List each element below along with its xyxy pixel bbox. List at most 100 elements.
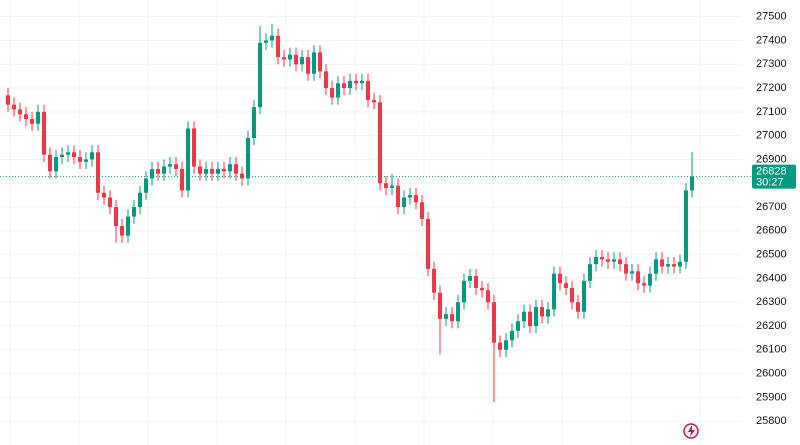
candle-body (666, 264, 670, 267)
candle-body (474, 276, 478, 288)
candle-body (546, 309, 550, 317)
candle-body (240, 173, 244, 179)
candle-body (234, 164, 238, 174)
candle-body (624, 264, 628, 274)
price-axis: 25800 25900 26000 26100 26200 26300 26400 26500… (752, 11, 796, 427)
last-price-label: 26828 (756, 165, 787, 177)
candle-body (336, 83, 340, 98)
y-tick-label: 25800 (756, 415, 787, 427)
candle-body (672, 264, 676, 267)
candle-body (480, 287, 484, 291)
candle-body (570, 287, 574, 303)
y-tick-label: 27400 (756, 34, 787, 46)
candle-body (606, 259, 610, 262)
candle-body (618, 259, 622, 265)
candle-body (384, 183, 388, 188)
candle-body (144, 178, 148, 193)
y-tick-label: 26500 (756, 249, 787, 261)
candle-body (30, 118, 34, 124)
candle-body (48, 154, 52, 172)
candle-body (510, 330, 514, 341)
candle-body (342, 83, 346, 89)
candle-body (432, 268, 436, 293)
candle-body (540, 306, 544, 317)
candle-body (576, 302, 580, 312)
candle-body (414, 195, 418, 203)
candle-body (264, 40, 268, 43)
candle-body (444, 314, 448, 319)
candle-body (306, 57, 310, 74)
candle-body (594, 257, 598, 265)
candle-body (228, 164, 232, 172)
candle-body (324, 71, 328, 89)
candle-body (504, 340, 508, 350)
candle-body (138, 192, 142, 208)
candle-body (588, 264, 592, 281)
y-tick-label: 26600 (756, 225, 787, 237)
candle-body (192, 128, 196, 167)
candle-body (60, 154, 64, 158)
y-tick-label: 27100 (756, 106, 787, 118)
candle-body (642, 283, 646, 286)
candle-body (636, 271, 640, 284)
candle-body (330, 88, 334, 98)
candle-body (522, 311, 526, 322)
y-tick-label: 27500 (756, 11, 787, 23)
logo-icon[interactable] (683, 423, 699, 439)
candle-body (366, 80, 370, 100)
candle-body (630, 271, 634, 274)
candle-body (378, 102, 382, 184)
candle-body (558, 273, 562, 284)
candle-body (486, 290, 490, 303)
candle-body (162, 166, 166, 174)
y-tick-label: 25900 (756, 391, 787, 403)
candle-body (654, 259, 658, 274)
candle-body (402, 197, 406, 208)
candle-body (96, 152, 100, 193)
candle-body (90, 152, 94, 160)
candle-body (390, 185, 394, 188)
candle-body (126, 216, 130, 236)
candle-body (18, 109, 22, 115)
candle-body (204, 168, 208, 174)
candle-body (132, 207, 136, 217)
candle-body (78, 157, 82, 162)
candle-body (420, 202, 424, 219)
candle-body (84, 159, 88, 162)
candle-body (6, 95, 10, 105)
candle-body (564, 283, 568, 288)
candle-body (690, 176, 694, 191)
candle-body (276, 35, 280, 58)
y-tick-label: 26900 (756, 153, 787, 165)
candle-body (36, 111, 40, 124)
candle-body (258, 42, 262, 108)
candle-body (408, 195, 412, 198)
candle-body (498, 342, 502, 350)
candle-body (72, 152, 76, 158)
candle-body (468, 276, 472, 281)
candle-body (288, 54, 292, 60)
y-tick-label: 27000 (756, 130, 787, 142)
candle-body (462, 280, 466, 303)
candle-body (180, 168, 184, 191)
candle-body (450, 314, 454, 322)
candle-body (102, 192, 106, 198)
y-tick-label: 27200 (756, 82, 787, 94)
candle-body (648, 273, 652, 286)
y-tick-label: 26400 (756, 272, 787, 284)
candle-body (114, 207, 118, 227)
candle-body (24, 114, 28, 119)
y-tick-label: 26700 (756, 201, 787, 213)
candle-body (42, 111, 46, 155)
candle-body (150, 168, 154, 179)
candle-body (582, 280, 586, 312)
countdown-label: 30:27 (756, 176, 784, 188)
candle-body (156, 168, 160, 174)
candle-body (516, 321, 520, 331)
candle-body (396, 185, 400, 208)
candle-body (684, 190, 688, 262)
candle-body (252, 107, 256, 139)
candle-body (360, 80, 364, 84)
candle-body (528, 311, 532, 327)
candle-body (312, 52, 316, 74)
